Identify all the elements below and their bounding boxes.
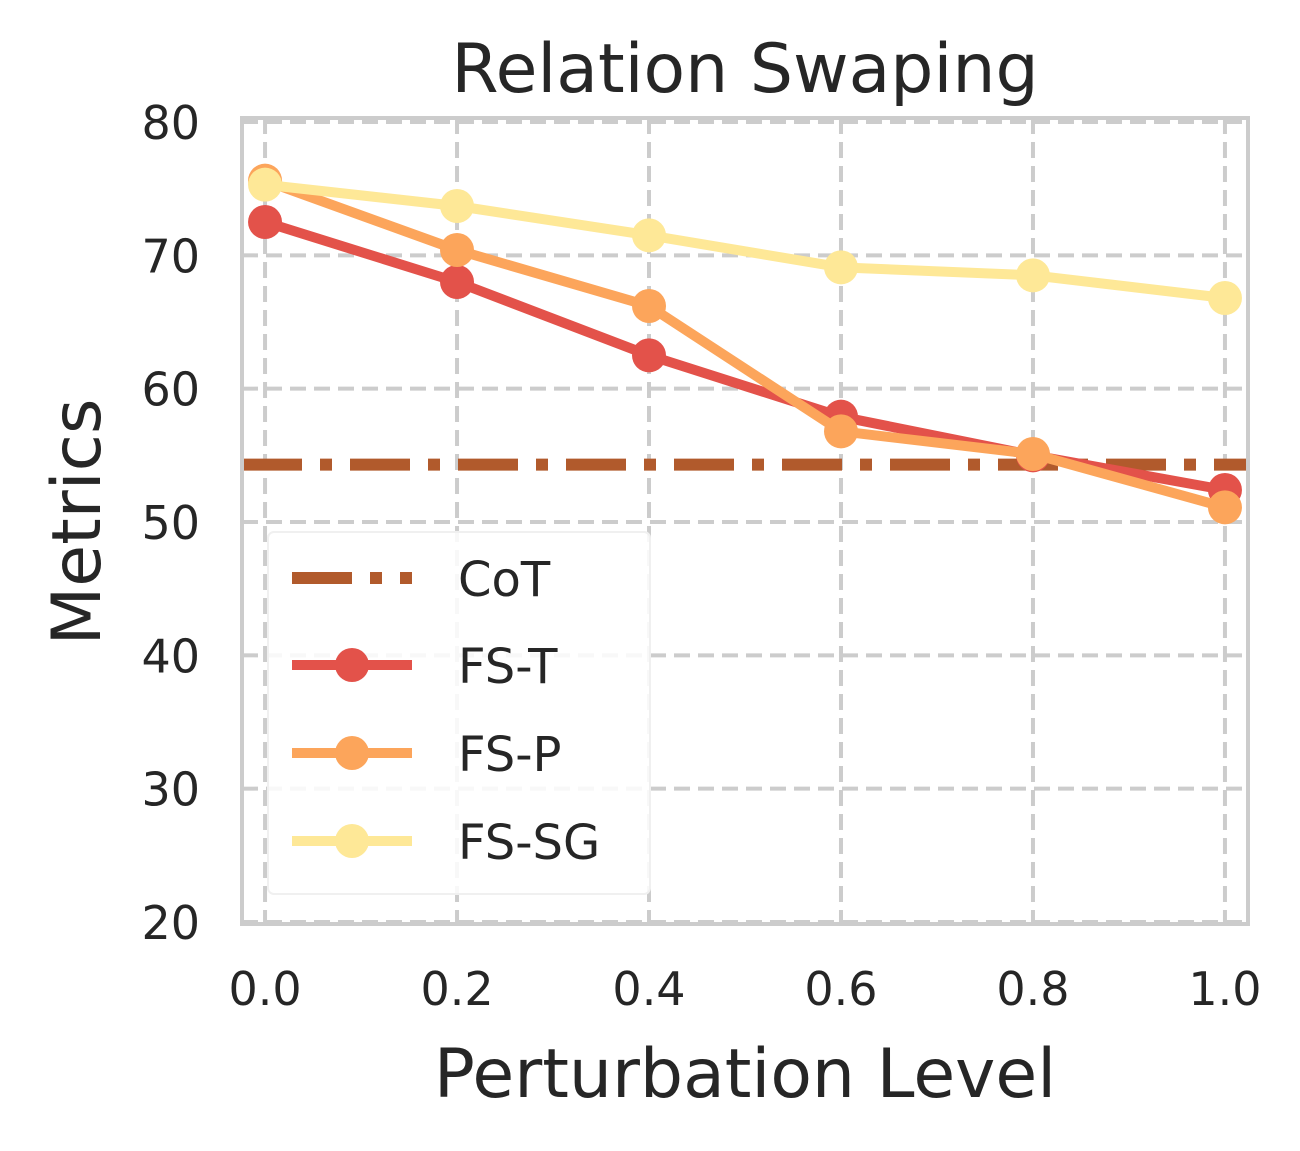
x-tick-label: 0.6 [804, 962, 877, 1016]
y-tick-label: 50 [141, 496, 200, 550]
series-line-fs-t [263, 217, 1226, 495]
data-point-fs-sg [248, 167, 283, 202]
series-line-fs-p [263, 175, 1227, 513]
data-point-fs-sg [823, 250, 858, 285]
legend-swatch-marker [335, 648, 369, 682]
data-point-fs-t [248, 205, 283, 239]
data-point-fs-sg [1015, 258, 1050, 293]
x-tick-label: 0.4 [612, 962, 685, 1016]
y-tick-label: 80 [141, 96, 200, 150]
legend-label: FS-SG [458, 815, 600, 871]
chart-title: Relation Swaping [451, 30, 1038, 109]
x-axis-label: Perturbation Level [434, 1035, 1056, 1114]
y-axis-label: Metrics [38, 399, 117, 646]
data-point-fs-p [1015, 437, 1050, 471]
data-point-fs-sg [1207, 281, 1242, 315]
data-point-fs-p [823, 414, 858, 449]
data-point-fs-sg [632, 218, 667, 253]
x-tick-label: 0.8 [996, 962, 1069, 1016]
data-point-fs-p [440, 233, 475, 267]
legend-swatch-marker [335, 736, 369, 770]
plot-frame [240, 116, 1250, 926]
x-tick-label: 0.2 [420, 962, 493, 1016]
x-tick-label: 1.0 [1188, 962, 1261, 1016]
data-point-fs-t [632, 338, 667, 373]
y-tick-label: 60 [141, 363, 200, 417]
legend-swatch-marker [335, 824, 369, 858]
data-point-fs-sg [440, 189, 475, 223]
legend: CoT FS-T FS-P FS-SG [267, 531, 651, 895]
y-tick-label: 20 [141, 896, 200, 950]
y-tick-label: 30 [141, 763, 200, 817]
plot-marks [242, 163, 1248, 525]
y-tick-label: 70 [141, 229, 200, 283]
legend-label: FS-P [458, 727, 562, 783]
data-point-fs-t [440, 265, 475, 299]
legend-label: FS-T [458, 639, 558, 695]
data-point-fs-p [632, 289, 667, 323]
legend-box [267, 531, 651, 895]
series-line-fs-sg [264, 179, 1226, 303]
y-tick-label: 40 [141, 629, 200, 683]
x-tick-label: 0.0 [228, 962, 301, 1016]
tick-labels: 0.0 0.2 0.4 0.6 0.8 1.0 20 30 40 50 60 70 80 [141, 96, 1261, 1016]
data-point-fs-p [1207, 490, 1242, 525]
legend-label: CoT [458, 552, 551, 608]
